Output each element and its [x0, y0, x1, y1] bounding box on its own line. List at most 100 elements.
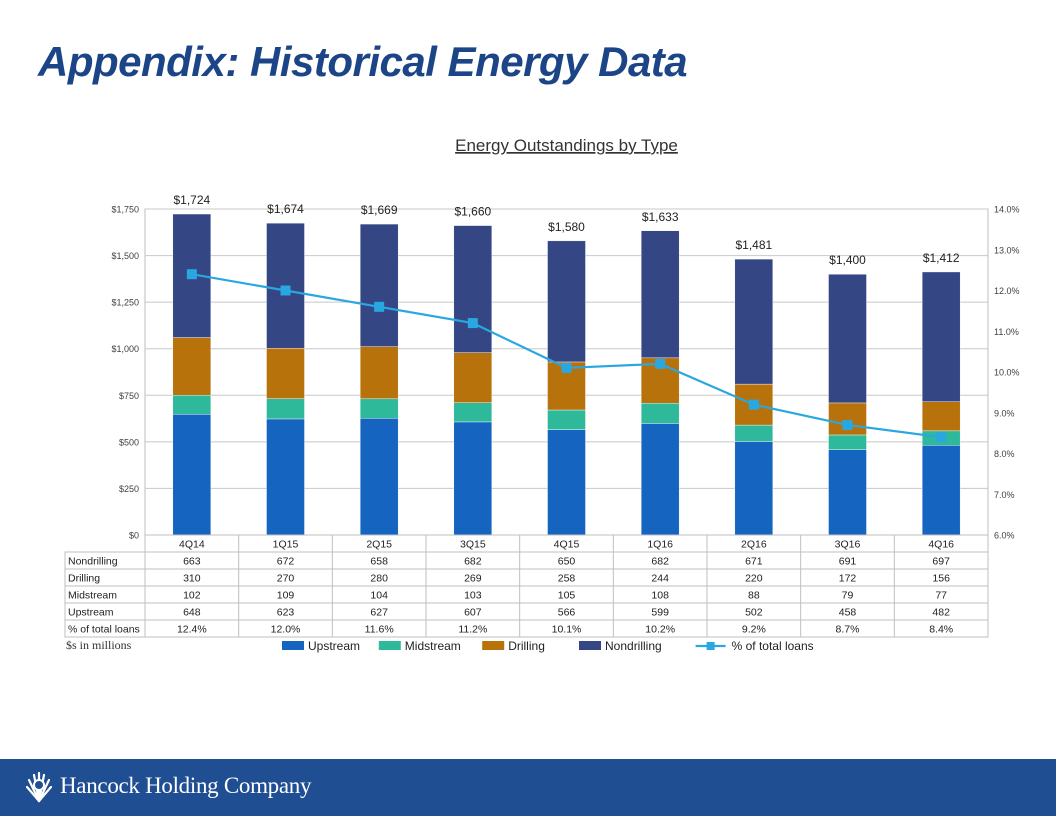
- bar-drilling: [547, 361, 586, 411]
- table-cell: 682: [651, 556, 669, 568]
- table-cell: 607: [464, 607, 482, 619]
- bar-nondrilling: [640, 230, 680, 359]
- bar-total-label: $1,633: [642, 210, 679, 224]
- x-category-label: 2Q15: [366, 539, 392, 551]
- bar-upstream: [734, 441, 774, 536]
- table-cell: 10.1%: [552, 624, 582, 636]
- bar-upstream: [172, 414, 212, 536]
- table-cell: 108: [651, 590, 669, 602]
- table-cell: 11.6%: [365, 624, 394, 636]
- table-cell: 599: [651, 607, 669, 619]
- x-category-label: 1Q16: [647, 539, 673, 551]
- bar-nondrilling: [359, 223, 399, 347]
- table-cell: 11.2%: [458, 624, 487, 636]
- y-right-tick-label: 8.0%: [994, 449, 1015, 459]
- table-cell: 270: [277, 573, 295, 585]
- table-cell: 156: [932, 573, 950, 585]
- line-point: [467, 318, 478, 329]
- table-cell: 458: [839, 607, 857, 619]
- footer-bar: Hancock Holding Company: [0, 759, 1056, 816]
- table-cell: 12.0%: [271, 624, 301, 636]
- bar-nondrilling: [547, 240, 586, 363]
- legend-swatch-upstream: [282, 641, 304, 650]
- footer-company-name: Hancock Holding Company: [60, 773, 312, 798]
- units-note: $s in millions: [66, 638, 132, 652]
- x-category-label: 4Q16: [928, 539, 954, 551]
- legend-label: Drilling: [508, 639, 545, 653]
- table-cell: 220: [745, 573, 763, 585]
- x-category-label: 3Q15: [460, 539, 486, 551]
- x-category-label: 2Q16: [741, 539, 767, 551]
- legend-swatch-midstream: [378, 641, 401, 650]
- slide-title: Appendix: Historical Energy Data: [38, 38, 688, 85]
- y-right-tick-label: 10.0%: [994, 368, 1020, 378]
- bar-total-label: $1,660: [454, 205, 491, 219]
- table-cell: 244: [651, 573, 669, 585]
- y-right-tick-label: 11.0%: [994, 327, 1019, 337]
- bar-upstream: [640, 423, 680, 536]
- sunburst-logo-icon: [25, 771, 53, 803]
- x-category-label: 3Q16: [835, 539, 861, 551]
- bar-drilling: [453, 352, 493, 403]
- table-cell: 650: [558, 556, 576, 568]
- line-point: [186, 269, 197, 280]
- bar-midstream: [734, 424, 774, 442]
- bar-midstream: [828, 434, 867, 450]
- y-left-tick-label: $1,250: [111, 298, 139, 308]
- legend-label: Upstream: [308, 639, 360, 653]
- table-cell: 88: [748, 590, 760, 602]
- bar-drilling: [266, 348, 305, 399]
- chart-title: Energy Outstandings by Type: [455, 136, 678, 155]
- line-point: [374, 301, 385, 312]
- table-cell: 682: [464, 556, 482, 568]
- table-row-label: Midstream: [68, 590, 117, 602]
- y-right-tick-label: 14.0%: [994, 205, 1020, 215]
- table-cell: 482: [932, 607, 950, 619]
- line-point: [561, 362, 572, 373]
- bar-upstream: [453, 421, 493, 536]
- table-cell: 663: [183, 556, 201, 568]
- legend-label: Nondrilling: [605, 639, 662, 653]
- bar-drilling: [828, 402, 867, 436]
- table-cell: 10.2%: [645, 624, 675, 636]
- bar-total-label: $1,412: [923, 251, 960, 265]
- table-cell: 79: [842, 590, 854, 602]
- table-cell: 623: [277, 607, 295, 619]
- energy-outstandings-chart: Energy Outstandings by Type $0 $250 $500 $75…: [64, 136, 1020, 653]
- y-right-tick-label: 13.0%: [994, 245, 1020, 255]
- bar-upstream: [921, 445, 961, 536]
- table-row-label: Upstream: [68, 607, 114, 619]
- table-cell: 12.4%: [177, 624, 207, 636]
- bar-total-label: $1,724: [173, 193, 210, 207]
- legend-swatch-nondrilling: [579, 641, 601, 650]
- y-right-tick-label: 6.0%: [994, 531, 1015, 541]
- line-point: [280, 285, 291, 296]
- bar-drilling: [172, 337, 212, 396]
- y-right-tick-label: 9.0%: [994, 408, 1015, 418]
- table-cell: 105: [558, 590, 576, 602]
- table-cell: 697: [932, 556, 950, 568]
- y-left-tick-label: $1,750: [111, 205, 139, 215]
- bar-nondrilling: [828, 274, 867, 404]
- x-category-label: 4Q15: [554, 539, 580, 551]
- table-cell: 104: [370, 590, 388, 602]
- bar-midstream: [453, 402, 493, 423]
- legend-label: % of total loans: [732, 639, 814, 653]
- bar-total-label: $1,674: [267, 202, 304, 216]
- line-point: [842, 419, 853, 430]
- table-cell: 172: [839, 573, 857, 585]
- bar-total-label: $1,580: [548, 220, 585, 234]
- x-category-label: 1Q15: [273, 539, 299, 551]
- table-cell: 658: [370, 556, 388, 568]
- table-cell: 502: [745, 607, 763, 619]
- table-cell: 310: [183, 573, 201, 585]
- y-right-tick-label: 7.0%: [994, 490, 1015, 500]
- legend-line-marker: [706, 642, 715, 650]
- bar-midstream: [172, 395, 212, 415]
- bar-midstream: [266, 398, 305, 420]
- table-cell: 77: [935, 590, 947, 602]
- table-cell: 566: [558, 607, 576, 619]
- legend-label: Midstream: [405, 639, 461, 653]
- bar-midstream: [359, 398, 399, 419]
- bar-total-label: $1,481: [735, 238, 772, 252]
